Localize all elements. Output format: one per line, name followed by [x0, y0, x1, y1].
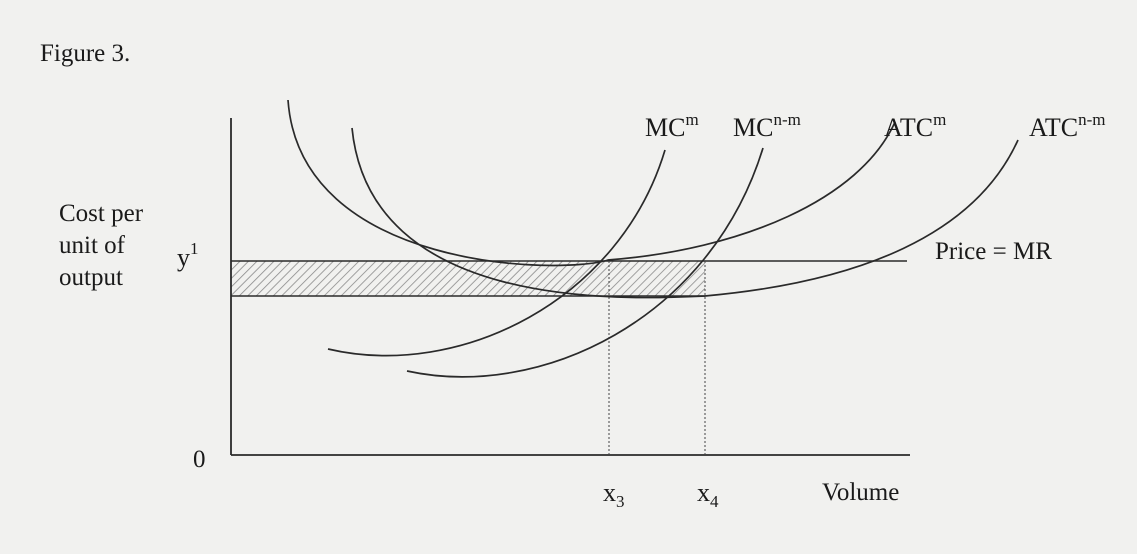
x-axis-label: Volume	[822, 479, 899, 506]
x3-tick-label: x3	[603, 478, 625, 511]
origin-label: 0	[193, 446, 206, 473]
y1-tick-label: y1	[177, 239, 199, 272]
price-mr-label: Price = MR	[935, 238, 1052, 265]
mc-m-curve	[327, 149, 666, 357]
mc-n-m-curve	[406, 147, 764, 378]
profit-area	[231, 261, 705, 296]
atc-m-label: ATCm	[884, 110, 946, 142]
atc-m-curve	[287, 99, 896, 267]
x4-tick-label: x4	[697, 478, 719, 511]
atc-n-m-label: ATCn-m	[1029, 110, 1106, 142]
figure-title: Figure 3.	[40, 40, 130, 67]
y-axis-label-line-1: Cost per	[59, 200, 144, 227]
mc-n-m-label: MCn-m	[733, 110, 801, 142]
mc-m-label: MCm	[645, 110, 699, 142]
y-axis-label-line-2: unit of	[59, 232, 126, 259]
y-axis-label-line-3: output	[59, 264, 123, 291]
atc-n-m-curve	[351, 127, 1019, 299]
